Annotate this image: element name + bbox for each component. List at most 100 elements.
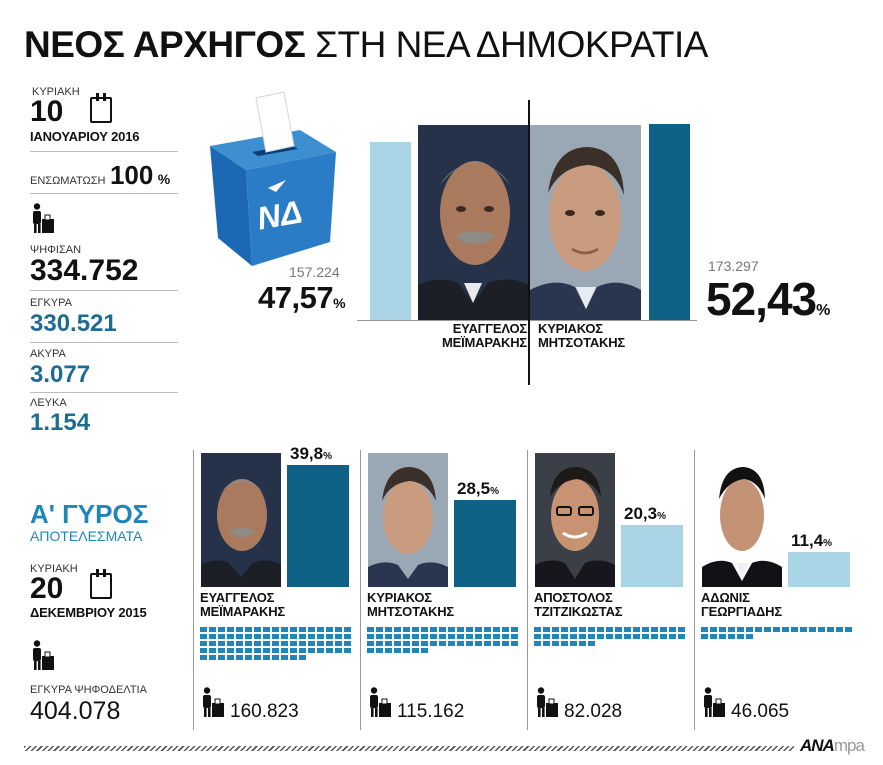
- candidate-panel: 28,5% ΚΥΡΙΑΚΟΣ ΜΗΤΣΟΤΑΚΗΣ 115.162: [357, 440, 522, 730]
- calendar-icon: [90, 569, 112, 599]
- last-name: ΜΕΪΜΑΡΑΚΗΣ: [441, 335, 527, 350]
- pct-tzitzikostas: 20,3%: [624, 505, 666, 526]
- pct-value: 11,4: [791, 531, 824, 550]
- pct-unit: %: [323, 451, 332, 462]
- title-normal: ΣΤΗ ΝΕΑ ΔΗΜΟΚΡΑΤΙΑ: [315, 24, 708, 65]
- pct-mitsotakis-final: 52,43%: [706, 276, 830, 322]
- vote-stripe-row: [200, 648, 353, 653]
- r1-weekday: ΚΥΡΙΑΚΗ: [30, 563, 78, 575]
- invalid-value: 3.077: [30, 361, 91, 388]
- votes-meimarakis-final: 157.224: [289, 264, 340, 280]
- panel-divider: [193, 450, 194, 730]
- last-name: ΜΗΤΣΟΤΑΚΗΣ: [538, 335, 626, 350]
- vote-stripe-row: [534, 641, 597, 646]
- divider: [30, 193, 178, 194]
- first-round-title: Α' ΓΥΡΟΣ: [30, 499, 149, 529]
- first-round-chart: 39,8% ΕΥΑΓΓΕΛΟΣ ΜΕΪΜΑΡΑΚΗΣ 160.823 28,5%…: [190, 440, 860, 730]
- vote-stripe-row: [200, 627, 353, 632]
- pct-unit: %: [657, 511, 666, 522]
- coverage-value: 100: [109, 160, 154, 190]
- vote-stripe-row: [701, 627, 854, 632]
- vote-stripe-row: [200, 634, 353, 639]
- photo-mitsotakis: [368, 453, 448, 587]
- candidate-panel: 39,8% ΕΥΑΓΓΕΛΟΣ ΜΕΪΜΑΡΑΚΗΣ 160.823: [190, 440, 355, 730]
- divider: [30, 392, 178, 393]
- bar-meimarakis: [370, 142, 411, 320]
- pct-meimarakis: 39,8%: [290, 445, 332, 466]
- blank-value: 1.154: [30, 409, 91, 436]
- first-round-subtitle: ΑΠΟΤΕΛΕΣΜΑΤΑ: [30, 528, 143, 544]
- candidate-panel: 11,4% ΑΔΩΝΙΣ ΓΕΩΡΓΙΑΔΗΣ 46.065: [691, 440, 856, 730]
- bar-tzitzikostas: [621, 525, 683, 587]
- pct-unit: %: [816, 302, 831, 319]
- footer-rule: [24, 746, 794, 751]
- photo-meimarakis: [418, 125, 529, 320]
- coverage-label: ΕΝΣΩΜΑΤΩΣΗ: [30, 175, 106, 187]
- bar-georgiadis: [788, 552, 850, 587]
- voter-icon: [200, 687, 224, 717]
- first-name: ΑΠΟΣΤΟΛΟΣ: [534, 590, 613, 605]
- ballot-logo: ΝΔ: [254, 193, 304, 236]
- valid-ballots-value: 404.078: [30, 697, 121, 725]
- candidate-panel: 20,3% ΑΠΟΣΤΟΛΟΣ ΤΖΙΤΖΙΚΩΣΤΑΣ 82.028: [524, 440, 689, 730]
- bar-mitsotakis: [454, 500, 516, 587]
- vote-stripe-row: [367, 627, 520, 632]
- panel-divider: [360, 450, 361, 730]
- vote-stripe-row: [200, 641, 353, 646]
- pct-meimarakis-final: 47,57%: [258, 282, 346, 314]
- center-divider: [528, 100, 530, 385]
- vote-stripe-row: [200, 655, 308, 660]
- bar-meimarakis: [287, 465, 349, 587]
- vote-stripes: [701, 627, 854, 641]
- votes-tzitzikostas: 82.028: [564, 701, 623, 722]
- voter-icon: [30, 640, 54, 670]
- last-name: ΓΕΩΡΓΙΑΔΗΣ: [701, 604, 782, 619]
- valid-ballots-label: ΕΓΚΥΡΑ ΨΗΦΟΔΕΛΤΙΑ: [30, 684, 147, 696]
- name-meimarakis-final: ΕΥΑΓΓΕΛΟΣ ΜΕΪΜΑΡΑΚΗΣ: [437, 322, 527, 350]
- last-name: ΤΖΙΤΖΙΚΩΣΤΑΣ: [534, 604, 623, 619]
- divider: [30, 342, 178, 343]
- candidate-name: ΑΠΟΣΤΟΛΟΣ ΤΖΙΤΖΙΚΩΣΤΑΣ: [534, 590, 623, 619]
- bar-mitsotakis: [649, 124, 690, 320]
- ana-mpa-logo: ΑΝΑmpa: [800, 736, 865, 756]
- final-round-chart: [357, 110, 697, 320]
- vote-stripe-row: [367, 641, 520, 646]
- first-name: ΕΥΑΓΓΕΛΟΣ: [452, 321, 527, 336]
- first-name: ΑΔΩΝΙΣ: [701, 590, 750, 605]
- coverage-unit: %: [157, 171, 171, 187]
- logo-bold: ΑΝΑ: [800, 736, 835, 755]
- r1-month: ΔΕΚΕΜΒΡΙΟΥ 2015: [30, 605, 147, 620]
- voter-icon: [30, 203, 54, 233]
- pct-georgiadis: 11,4%: [791, 532, 832, 553]
- chart-baseline: [357, 320, 697, 321]
- voter-icon: [534, 687, 558, 717]
- first-name: ΚΥΡΙΑΚΟΣ: [367, 590, 432, 605]
- voter-icon: [367, 687, 391, 717]
- pct-value: 47,57: [258, 280, 334, 315]
- blank-label: ΛΕΥΚΑ: [30, 397, 67, 409]
- votes-mitsotakis-final: 173.297: [708, 258, 759, 274]
- vote-stripes: [200, 627, 353, 662]
- panel-divider: [694, 450, 695, 730]
- vote-stripes: [367, 627, 520, 655]
- votes-mitsotakis: 115.162: [397, 701, 465, 722]
- photo-meimarakis: [201, 453, 281, 587]
- pct-value: 28,5: [457, 479, 491, 498]
- last-name: ΜΗΤΣΟΤΑΚΗΣ: [367, 604, 455, 619]
- pct-mitsotakis: 28,5%: [457, 480, 499, 501]
- r1-day: 20: [30, 572, 64, 605]
- calendar-icon: [90, 93, 112, 123]
- divider: [30, 151, 178, 152]
- logo-light: mpa: [833, 736, 865, 755]
- votes-meimarakis: 160.823: [230, 701, 299, 722]
- vote-stripe-row: [367, 634, 520, 639]
- pct-value: 20,3: [624, 504, 658, 523]
- photo-mitsotakis: [530, 125, 641, 320]
- title-bold: ΝΕΟΣ ΑΡΧΗΓΟΣ: [24, 24, 306, 65]
- panel-divider: [527, 450, 528, 730]
- last-name: ΜΕΪΜΑΡΑΚΗΣ: [200, 604, 286, 619]
- divider: [30, 290, 178, 291]
- voted-value: 334.752: [30, 254, 139, 287]
- voter-icon: [701, 687, 725, 717]
- vote-stripe-row: [367, 648, 430, 653]
